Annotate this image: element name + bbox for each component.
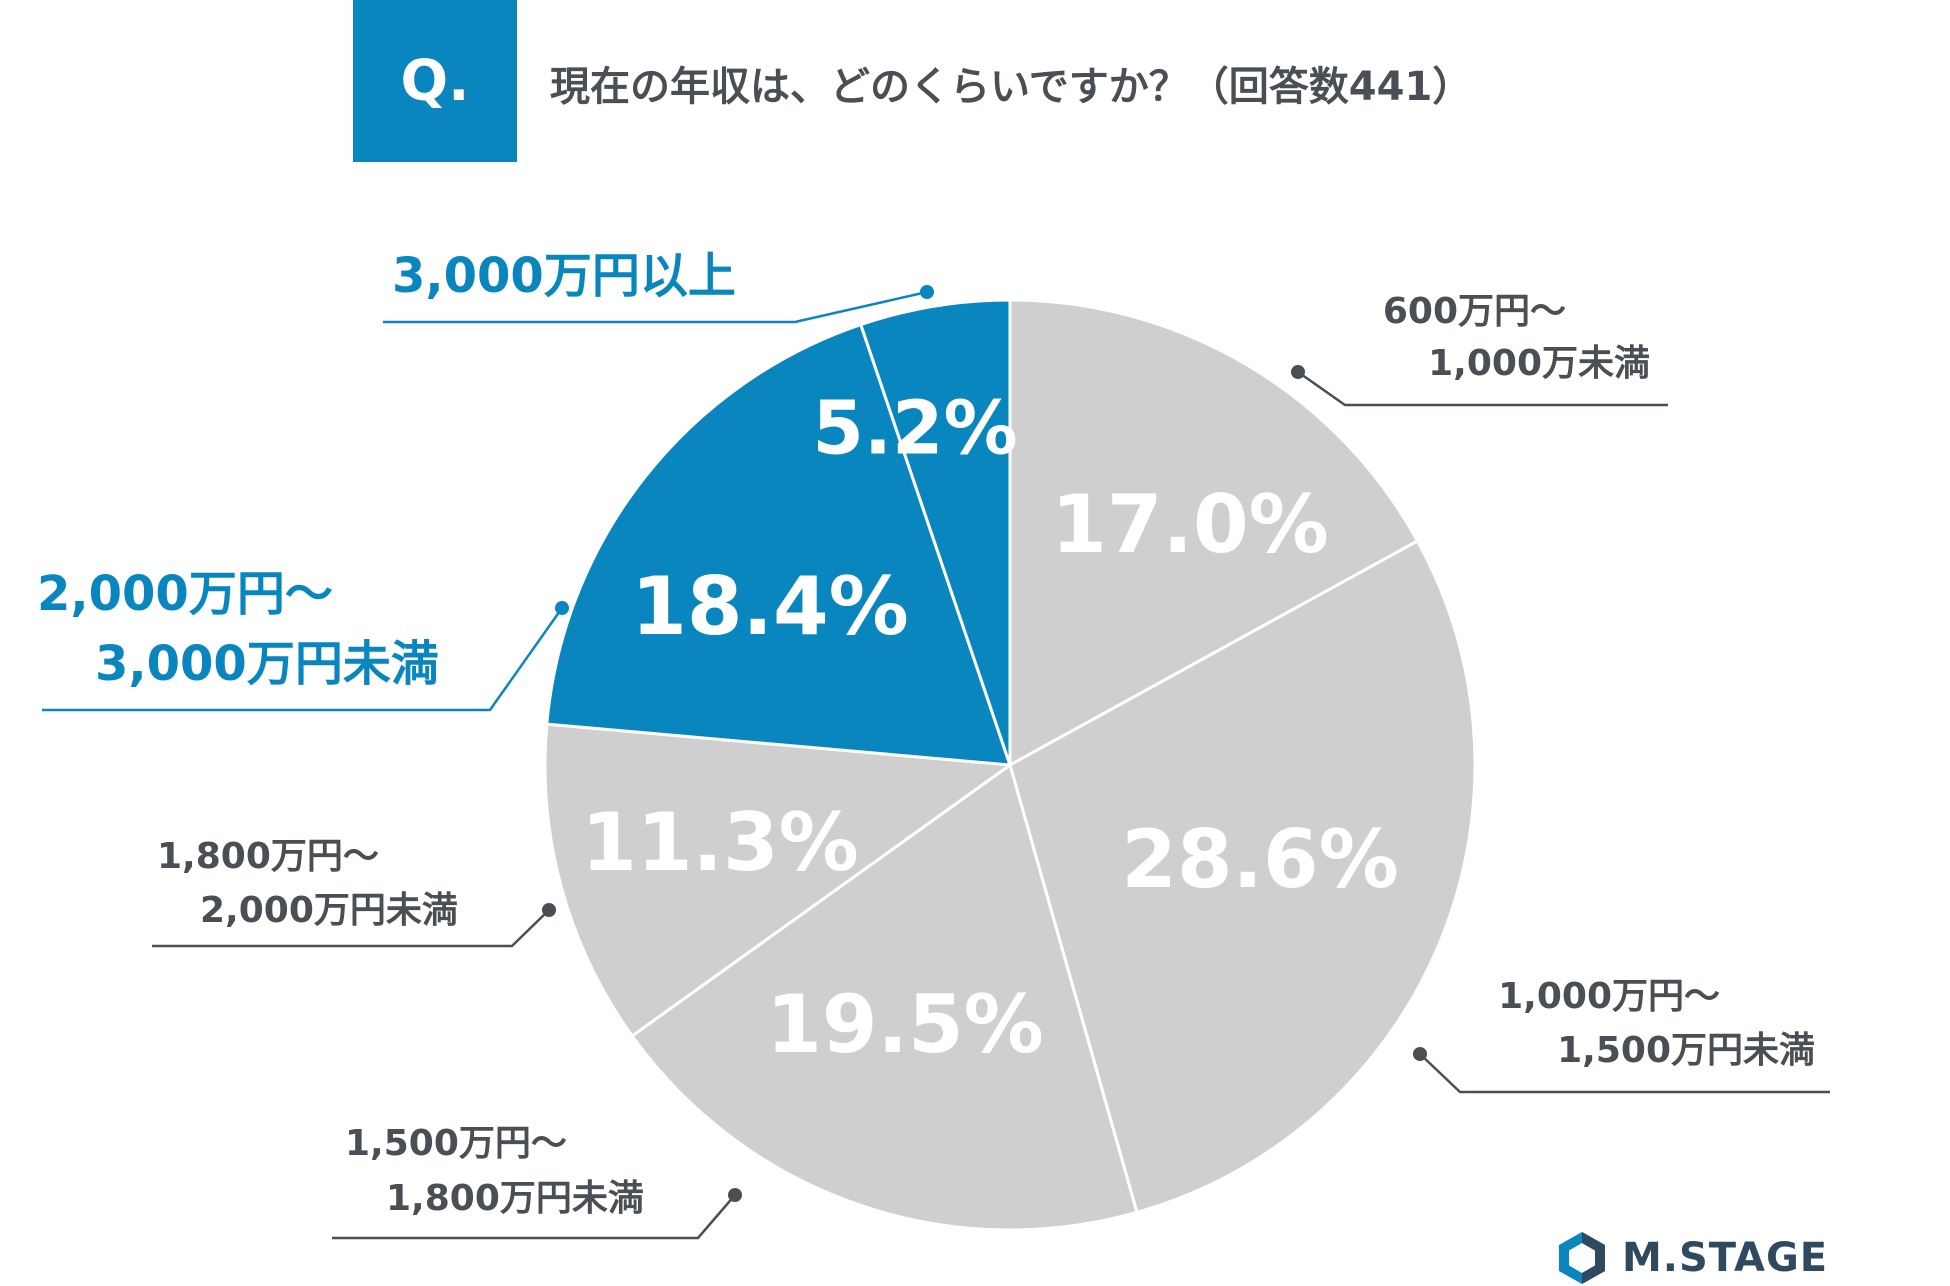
pie-slice-5 — [545, 322, 1013, 767]
pie-slice-4 — [543, 722, 1015, 1039]
leader-dot-1 — [1291, 365, 1305, 379]
leader-dot-3 — [728, 1188, 742, 1202]
leader-line-5 — [42, 607, 564, 712]
pie-value-label-1: 17.0% — [1051, 478, 1329, 571]
leader-dot-2 — [1413, 1047, 1427, 1061]
category-label-3-line-1: 1,500万円〜 — [345, 1123, 567, 1164]
category-label-5-line-1: 2,000万円〜 — [37, 566, 333, 622]
pie-value-label-5: 18.4% — [631, 560, 909, 653]
m-stage-logo-icon — [1559, 1232, 1605, 1284]
category-label-1-line-1: 600万円〜 — [1383, 291, 1566, 332]
pie-value-label-4: 11.3% — [581, 796, 859, 889]
category-label-4-line-1: 1,800万円〜 — [157, 836, 379, 877]
pie-value-label-6: 5.2% — [812, 386, 1017, 472]
category-label-3-line-2: 1,800万円未満 — [386, 1178, 644, 1219]
logo-text: M.STAGE — [1622, 1235, 1829, 1281]
question-badge: Q. — [353, 0, 517, 162]
brand-logo: M.STAGE — [1556, 1230, 1828, 1286]
category-label-2-line-2: 1,500万円未満 — [1557, 1030, 1815, 1071]
leader-dot-6 — [920, 285, 934, 299]
pie-slice-3 — [630, 762, 1139, 1232]
leader-dot-5 — [555, 601, 569, 615]
pie-value-label-2: 28.6% — [1121, 813, 1399, 906]
category-label-5-line-2: 3,000万円未満 — [95, 636, 439, 692]
pie-slice-6 — [858, 298, 1012, 766]
leader-line-3 — [332, 1194, 736, 1240]
pie-slice-2 — [1008, 538, 1477, 1215]
leader-line-2 — [1419, 1053, 1830, 1094]
category-label-1-line-2: 1,000万未満 — [1428, 343, 1650, 384]
pie-value-label-3: 19.5% — [766, 978, 1044, 1071]
leader-line-6 — [383, 290, 928, 324]
pie-slice-1 — [1008, 298, 1420, 768]
category-label-4-line-2: 2,000万円未満 — [200, 890, 458, 931]
leader-line-4 — [152, 909, 550, 948]
category-label-2-line-1: 1,000万円〜 — [1498, 976, 1720, 1017]
leader-dot-4 — [542, 903, 556, 917]
leader-line-1 — [1297, 370, 1668, 407]
question-title: 現在の年収は、どのくらいですか？（回答数441） — [550, 64, 1473, 110]
category-label-6-line-1: 3,000万円以上 — [392, 248, 736, 304]
